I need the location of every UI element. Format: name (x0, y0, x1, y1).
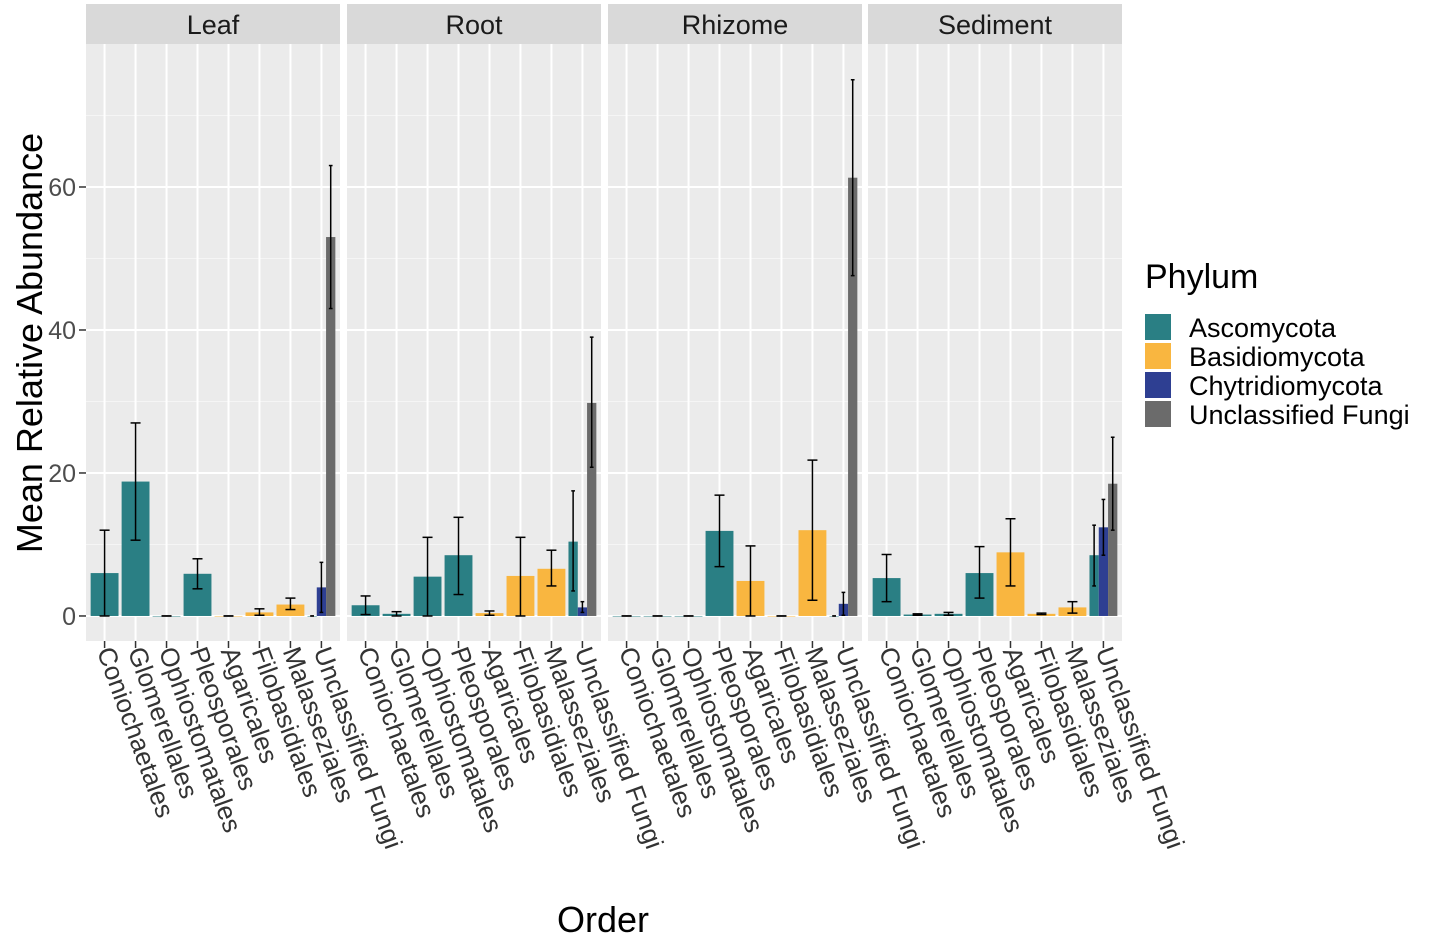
x-axis: ConiochaetalesGlomerellalesOphiostomatal… (91, 641, 1191, 853)
error-bar (943, 611, 954, 617)
error-bar (1036, 612, 1047, 616)
legend-key-chytridiomycota (1145, 372, 1171, 398)
error-bar (254, 608, 265, 617)
error-bar (974, 545, 985, 599)
panel-background (868, 44, 1122, 641)
strip-sediment (868, 4, 1122, 44)
error-bar (1110, 436, 1115, 531)
error-bar (328, 164, 333, 310)
panel-leaf: Leaf (86, 4, 340, 641)
error-bar (285, 597, 296, 611)
error-bar (807, 459, 818, 601)
strip-label: Sediment (938, 10, 1053, 40)
error-bar (1101, 498, 1106, 556)
error-bar (580, 600, 585, 614)
bar-root-unclassified-fungi-unclassified-fungi (587, 402, 597, 616)
error-bar (1067, 600, 1078, 614)
legend: Phylum AscomycotaBasidiomycotaChytridiom… (1145, 258, 1410, 430)
error-bar (589, 336, 594, 469)
y-axis: 0 20 40 60 (48, 174, 86, 631)
error-bar (881, 553, 892, 603)
error-bar (453, 516, 464, 596)
error-bar (484, 610, 495, 617)
error-bar (745, 545, 756, 617)
error-bar (319, 561, 324, 614)
strip-rhizome (608, 4, 862, 44)
panel-root: Root (347, 4, 601, 641)
error-bar (912, 613, 923, 617)
legend-key-unclassified-fungi (1145, 401, 1171, 427)
error-bar (130, 422, 141, 541)
strip-leaf (86, 4, 340, 44)
strip-label: Rhizome (682, 10, 789, 40)
error-bar (515, 536, 526, 617)
panel-background (347, 44, 601, 641)
error-bar (360, 595, 371, 616)
error-bar (99, 529, 110, 617)
y-tick-label: 60 (48, 174, 76, 202)
legend-label: Unclassified Fungi (1189, 400, 1410, 430)
strip-label: Leaf (187, 10, 240, 40)
error-bar (422, 536, 433, 617)
legend-key-ascomycota (1145, 314, 1171, 340)
legend-key-basidiomycota (1145, 343, 1171, 369)
bar-rhizome-unclassified-fungi-unclassified-fungi (848, 177, 858, 616)
legend-label: Ascomycota (1189, 313, 1337, 343)
panel-sediment: Sediment (868, 4, 1122, 641)
error-bar (192, 558, 203, 590)
bar-leaf-unclassified-fungi-unclassified-fungi (326, 237, 336, 616)
strip-label: Root (445, 10, 503, 40)
strip-root (347, 4, 601, 44)
error-bar (546, 549, 557, 587)
error-bar (841, 591, 846, 617)
panel-rhizome: Rhizome (608, 4, 862, 641)
y-tick-label: 0 (62, 603, 76, 631)
error-bar (1092, 524, 1096, 587)
legend-title: Phylum (1145, 258, 1258, 296)
error-bar (714, 494, 725, 568)
y-tick-label: 40 (48, 317, 76, 345)
error-bar (391, 610, 402, 617)
x-axis-title: Order (557, 899, 649, 939)
error-bar (1005, 517, 1016, 587)
y-axis-title: Mean Relative Abundance (9, 133, 50, 553)
legend-label: Chytridiomycota (1189, 371, 1384, 401)
facet-panels: Leaf Root Rhizome Sediment (86, 4, 1122, 641)
bar-sediment-unclassified-fungi-unclassified-fungi (1108, 483, 1118, 616)
bar-sediment-unclassified-fungi-chytridiomycota (1098, 527, 1109, 616)
y-tick-label: 20 (48, 460, 76, 488)
error-bar (571, 490, 575, 592)
error-bar (850, 78, 855, 277)
legend-label: Basidiomycota (1189, 342, 1366, 372)
